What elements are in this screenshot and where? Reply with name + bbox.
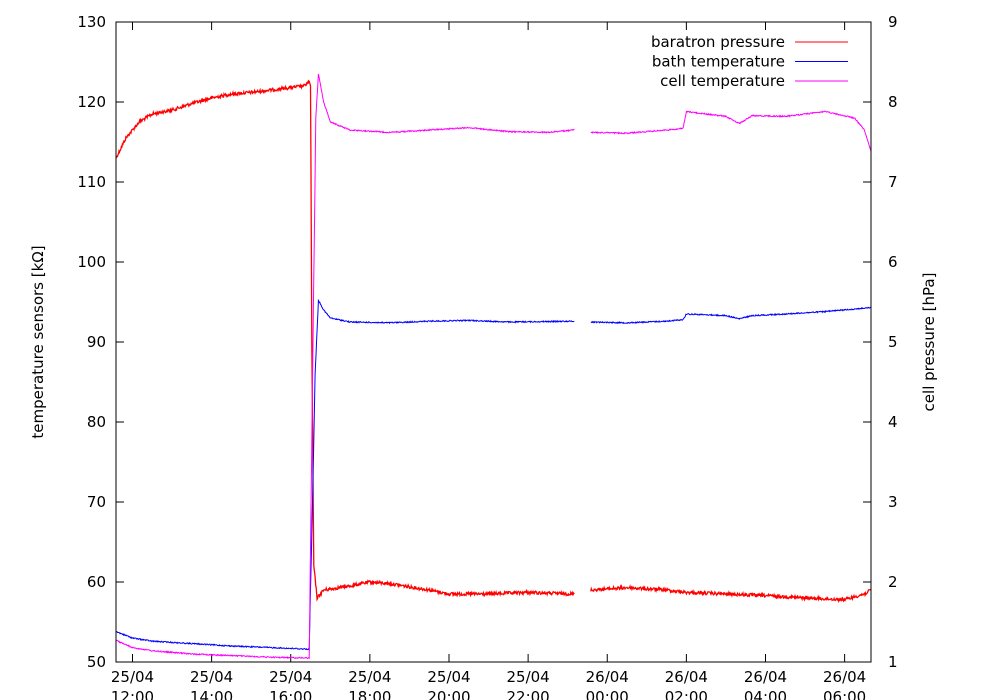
chart-series — [115, 73, 872, 660]
legend-label: baratron pressure — [651, 33, 785, 51]
series-line-cell-temperature-segment-2 — [590, 110, 872, 152]
chart-tick-labels: 50 60 70 80 90 100 110 120 130 1 2 3 4 5 6 7 8 9 25/04 12:0… — [77, 13, 897, 700]
x-tick-label-time: 12:00 — [111, 688, 154, 700]
series-line-bath-temperature-segment-2 — [590, 306, 872, 325]
legend-label: cell temperature — [660, 72, 785, 90]
x-tick-label-time: 20:00 — [427, 688, 470, 700]
y-tick-label: 50 — [87, 653, 106, 671]
y2-tick-label: 3 — [888, 493, 898, 511]
y-tick-label: 100 — [77, 253, 106, 271]
y-tick-label: 80 — [87, 413, 106, 431]
chart-ticks — [116, 21, 871, 663]
x-tick-label-date: 25/04 — [507, 668, 550, 686]
y-tick-label: 110 — [77, 173, 106, 191]
x-tick-label-time: 04:00 — [744, 688, 787, 700]
x-tick-label-date: 26/04 — [744, 668, 787, 686]
y-tick-label: 120 — [77, 93, 106, 111]
y2-tick-label: 2 — [888, 573, 898, 591]
y2-tick-label: 9 — [888, 13, 898, 31]
x-tick-label-time: 02:00 — [665, 688, 708, 700]
series-line-cell-temperature-segment-1 — [115, 73, 575, 660]
series-line-baratron-pressure-segment-2 — [590, 583, 872, 604]
x-tick-label-time: 00:00 — [586, 688, 629, 700]
x-tick-label-date: 26/04 — [665, 668, 708, 686]
x-tick-label-date: 25/04 — [269, 668, 312, 686]
y-axis-label: temperature sensors [kΩ] — [29, 245, 47, 438]
x-tick-label-date: 26/04 — [823, 668, 866, 686]
legend-label: bath temperature — [652, 53, 785, 71]
y2-tick-label: 7 — [888, 173, 898, 191]
y-tick-label: 130 — [77, 13, 106, 31]
x-tick-label-date: 25/04 — [190, 668, 233, 686]
x-tick-label-time: 06:00 — [823, 688, 866, 700]
y2-tick-label: 6 — [888, 253, 898, 271]
y-tick-label: 70 — [87, 493, 106, 511]
y-tick-label: 60 — [87, 573, 106, 591]
plot-frame — [115, 21, 872, 663]
x-tick-label-date: 25/04 — [111, 668, 154, 686]
series-line-baratron-pressure-segment-1 — [115, 79, 575, 602]
series-line-bath-temperature-segment-1 — [115, 298, 575, 651]
y2-tick-label: 5 — [888, 333, 898, 351]
y2-tick-label: 4 — [888, 413, 898, 431]
x-tick-label-date: 25/04 — [427, 668, 470, 686]
y2-tick-label: 8 — [888, 93, 898, 111]
y2-axis-label: cell pressure [hPa] — [920, 273, 938, 412]
y-tick-label: 90 — [87, 333, 106, 351]
x-tick-label-time: 22:00 — [507, 688, 550, 700]
x-tick-label-time: 16:00 — [269, 688, 312, 700]
x-tick-label-time: 14:00 — [190, 688, 233, 700]
y2-tick-label: 1 — [888, 653, 898, 671]
x-tick-label-date: 25/04 — [348, 668, 391, 686]
x-tick-label-time: 18:00 — [348, 688, 391, 700]
x-tick-label-date: 26/04 — [586, 668, 629, 686]
